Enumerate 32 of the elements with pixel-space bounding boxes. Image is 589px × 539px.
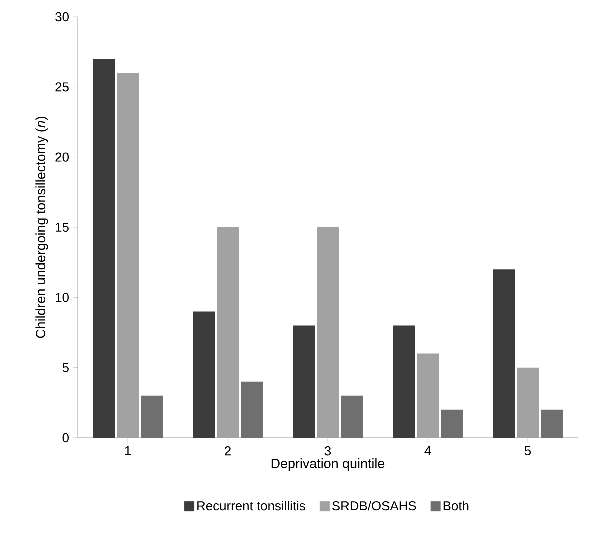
y-axis-title: Children undergoing tonsillectomy (n) [36,116,48,338]
bar [417,354,439,438]
y-tick-label: 5 [62,363,69,372]
x-tick-label: 3 [324,446,332,456]
bar [540,410,563,438]
bar [193,312,216,438]
y-tick-label: 10 [56,293,69,302]
bar [317,227,339,438]
x-tick-label: 4 [424,446,432,456]
bar [140,396,163,438]
bar [293,326,316,438]
bar [240,382,263,438]
bar [393,326,416,438]
bar [440,410,463,438]
x-tick-label: 1 [125,446,131,456]
bar [117,73,139,438]
x-axis-title: Deprivation quintile [272,458,385,472]
legend-label: Recurrent tonsillitis [198,501,306,511]
bar [493,270,516,438]
legend-label: SRDB/OSAHS [332,501,416,511]
y-tick-label: 15 [56,222,69,232]
legend-label: Both [444,501,469,511]
y-tick-label: 25 [56,82,69,92]
y-tick-label: 0 [62,433,69,443]
y-tick-label: 30 [56,12,69,22]
bar [517,368,539,438]
bar [340,396,363,438]
bar [93,59,116,438]
bar [217,227,239,438]
y-tick-label: 20 [56,152,69,162]
x-tick-label: 2 [225,446,231,456]
x-tick-label: 5 [524,446,532,456]
